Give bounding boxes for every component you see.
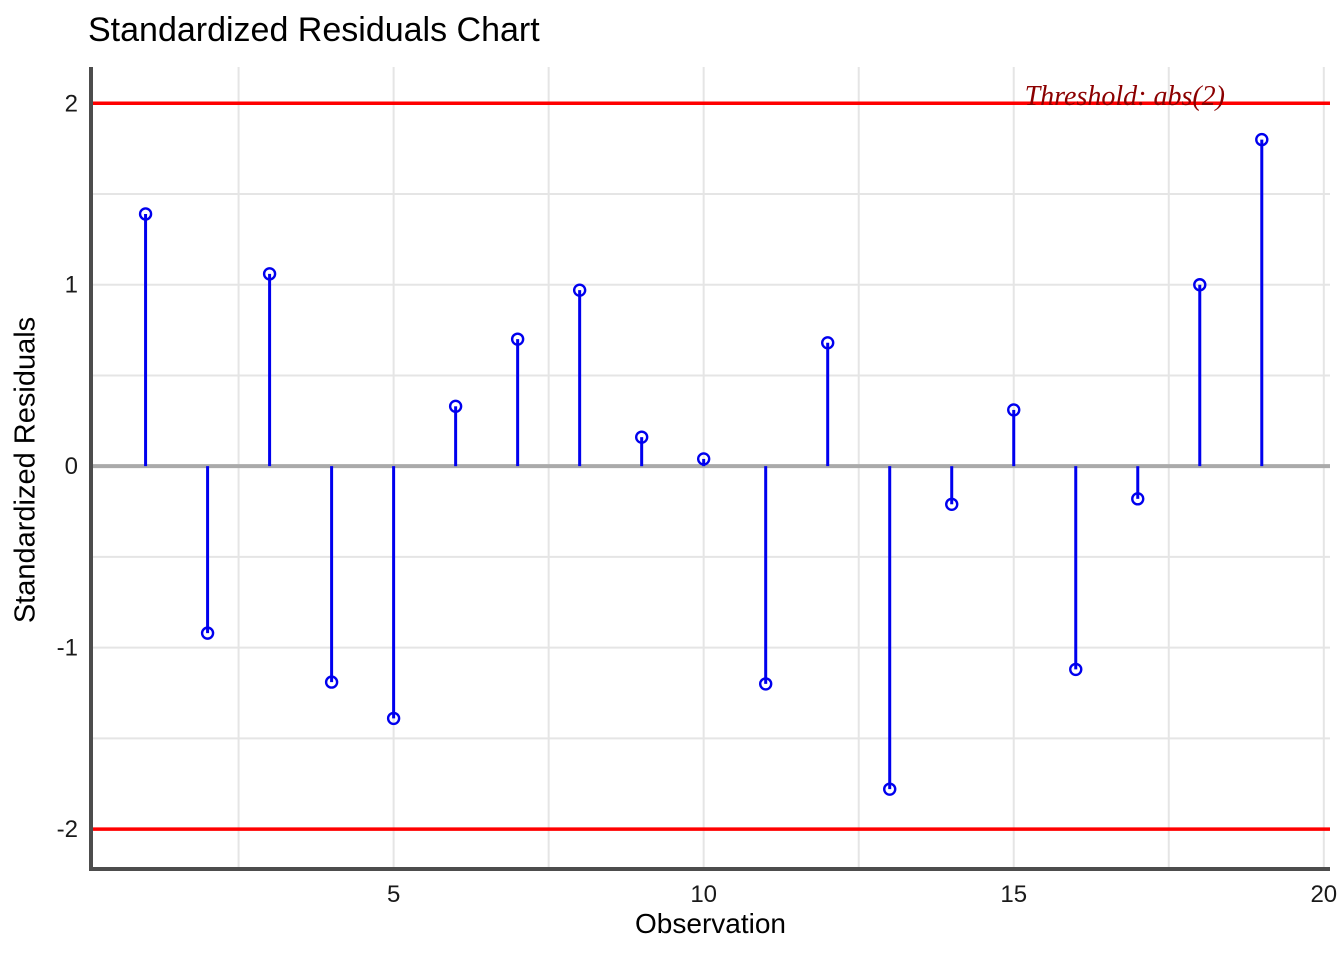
marker-obs-5: [386, 711, 401, 726]
marker-obs-15: [1007, 403, 1021, 417]
marker-obs-1: [138, 207, 153, 221]
x-tick-label: 5: [387, 881, 400, 908]
marker-obs-9: [634, 430, 649, 444]
x-tick-label: 20: [1310, 881, 1337, 908]
marker-obs-17: [1131, 492, 1145, 506]
marker-obs-13: [883, 782, 897, 796]
x-tick-label: 15: [1000, 881, 1027, 908]
x-axis-label: Observation: [635, 908, 786, 939]
x-tick-label: 10: [690, 881, 717, 908]
marker-obs-11: [758, 677, 773, 691]
marker-obs-10: [696, 452, 711, 466]
marker-obs-8: [572, 283, 587, 297]
y-tick-label: 0: [65, 453, 78, 480]
threshold-annotation: Threshold: abs(2): [1024, 81, 1225, 112]
y-tick-label: -1: [57, 635, 78, 662]
y-tick-label: 1: [65, 272, 78, 299]
marker-obs-12: [821, 336, 835, 350]
chart-title: Standardized Residuals Chart: [88, 11, 540, 49]
marker-obs-2: [200, 626, 215, 640]
marker-obs-14: [945, 497, 959, 511]
marker-obs-18: [1193, 278, 1207, 292]
y-tick-label: 2: [65, 90, 78, 117]
y-tick-label: -2: [57, 816, 78, 843]
marker-obs-6: [448, 399, 463, 414]
marker-obs-16: [1069, 662, 1083, 677]
marker-obs-4: [324, 675, 339, 689]
marker-obs-3: [262, 267, 277, 281]
marker-obs-19: [1255, 132, 1269, 147]
marker-obs-7: [510, 332, 525, 346]
